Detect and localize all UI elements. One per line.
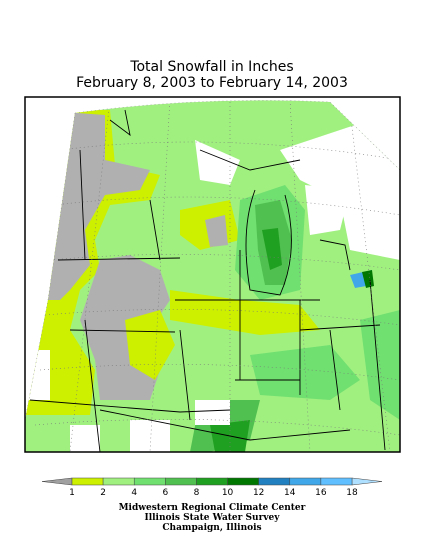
legend-label: 10 xyxy=(222,488,234,498)
credit: Champaign, Illinois xyxy=(162,523,261,533)
title: Total Snowfall in Inches xyxy=(129,59,293,75)
snow-under-1 xyxy=(45,112,150,300)
legend-swatch xyxy=(196,477,228,486)
legend-swatch xyxy=(41,477,73,486)
legend-label: 6 xyxy=(162,488,168,498)
no-data xyxy=(70,425,100,452)
snow-4-6 xyxy=(250,345,360,400)
credit: Illinois State Water Survey xyxy=(144,513,280,523)
map-frame xyxy=(24,96,401,453)
legend-swatch xyxy=(289,477,322,486)
snow-10-12 xyxy=(362,270,374,288)
snow-1-2 xyxy=(125,310,175,380)
credit: Midwestern Regional Climate Center xyxy=(119,503,306,513)
snow-8-10 xyxy=(262,228,282,270)
legend-label: 2 xyxy=(100,488,106,498)
no-data xyxy=(195,400,230,425)
legend-label: 4 xyxy=(131,488,137,498)
legend-swatch xyxy=(133,477,166,486)
map xyxy=(24,96,401,453)
legend-swatch xyxy=(351,477,383,486)
legend-label: 14 xyxy=(284,488,296,498)
legend-label: 18 xyxy=(346,488,358,498)
no-data xyxy=(130,420,170,452)
legend-swatch xyxy=(102,477,135,486)
legend-label: 1 xyxy=(69,488,75,498)
legend-swatch xyxy=(258,477,291,486)
no-data xyxy=(280,110,400,260)
lake xyxy=(195,140,240,185)
snow-1-2 xyxy=(170,290,320,335)
no-data xyxy=(25,350,50,400)
legend-swatch xyxy=(165,477,197,486)
legend-label: 16 xyxy=(315,488,327,498)
legend-swatch xyxy=(227,477,259,486)
legend: 1 2 4 6 8 10 12 14 16 18 xyxy=(41,477,383,498)
legend-swatch xyxy=(71,477,104,486)
legend-label: 12 xyxy=(253,488,264,498)
legend-swatch xyxy=(320,477,353,486)
snow-under-1 xyxy=(205,215,228,247)
subtitle: February 8, 2003 to February 14, 2003 xyxy=(76,75,348,91)
legend-label: 8 xyxy=(194,488,200,498)
